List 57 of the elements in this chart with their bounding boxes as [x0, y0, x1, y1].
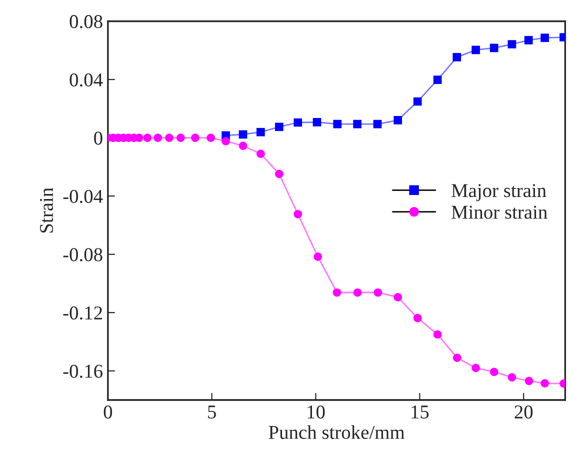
y-axis-title: Strain [40, 188, 54, 233]
point [490, 368, 498, 376]
x-tick-label: 20 [514, 405, 533, 419]
point [238, 142, 248, 150]
legend-label: Minor strain [452, 206, 548, 219]
point [275, 122, 284, 132]
x-tick-label: 15 [412, 406, 429, 419]
x-axis-title: Punch stroke/mm [268, 425, 405, 439]
point [540, 34, 549, 42]
point [413, 97, 422, 106]
point [394, 293, 402, 302]
point [508, 40, 516, 48]
point [294, 118, 302, 127]
point [165, 134, 174, 142]
legend-label: Major strain [452, 184, 546, 202]
y-tick-label: 0.08 [70, 15, 102, 28]
point [540, 379, 549, 388]
point [353, 120, 362, 128]
point [143, 134, 152, 142]
point [353, 288, 362, 297]
y-tick-label: -0.12 [63, 306, 102, 320]
x-tick-label: 0 [104, 405, 112, 419]
point [472, 46, 480, 54]
y-tick-label: -0.04 [63, 190, 103, 204]
point [314, 252, 322, 261]
point [238, 130, 248, 139]
point [256, 128, 265, 136]
point [191, 134, 200, 142]
x-tick-label: 5 [208, 406, 216, 419]
point [452, 354, 462, 362]
point [206, 134, 215, 142]
point [413, 314, 422, 322]
point [452, 53, 462, 62]
point [294, 210, 302, 218]
point [508, 373, 516, 382]
point [490, 44, 498, 52]
point [524, 376, 534, 386]
point [374, 288, 382, 297]
point [256, 150, 265, 158]
y-tick-label: 0.04 [70, 73, 103, 87]
point [472, 364, 480, 372]
point [433, 76, 442, 84]
point [176, 134, 185, 142]
point [333, 120, 342, 128]
y-tick-label: -0.08 [63, 248, 102, 262]
point [154, 134, 162, 142]
point [275, 170, 284, 178]
y-tick-label: 0 [94, 132, 102, 145]
y-tick-label: -0.16 [63, 364, 102, 378]
point [312, 118, 322, 126]
point [524, 36, 533, 44]
point [433, 330, 442, 339]
x-tick-label: 10 [308, 405, 325, 419]
point [394, 116, 402, 124]
point [332, 288, 342, 297]
point [222, 136, 230, 146]
point [373, 120, 382, 128]
